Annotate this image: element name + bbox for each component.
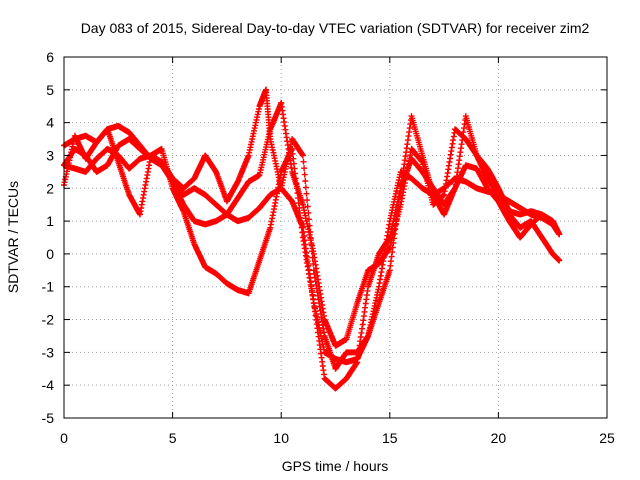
y-axis-label: SDTVAR / TECUs [5,181,21,293]
y-tick-label: -1 [42,279,55,295]
y-tick-label: -3 [42,344,55,360]
axis-ticks [63,56,608,419]
x-tick-label: 25 [599,430,615,446]
x-tick-label: 5 [169,430,177,446]
chart-title: Day 083 of 2015, Sidereal Day-to-day VTE… [81,20,590,36]
x-axis-label: GPS time / hours [282,458,389,474]
y-tick-label: -2 [42,312,55,328]
data-points [61,86,563,392]
y-tick-label: 3 [46,147,54,163]
series-track-8 [245,113,563,366]
x-tick-label: 20 [491,430,507,446]
y-tick-label: 4 [46,115,54,131]
y-tick-label: -4 [42,377,55,393]
x-tick-label: 0 [60,430,68,446]
y-tick-label: 1 [46,213,54,229]
plot-frame [63,56,608,419]
series-markers [245,113,563,366]
x-tick-label: 15 [382,430,398,446]
y-tick-label: 2 [46,180,54,196]
tick-labels: 0 5 10 15 20 25 -5 -4 -3 -2 -1 0 1 2 3 4 5 6 [42,49,615,446]
y-tick-label: 0 [46,246,54,262]
y-tick-label: 6 [46,49,54,65]
x-tick-label: 10 [273,430,289,446]
y-tick-label: -5 [42,410,55,426]
y-tick-label: 5 [46,82,54,98]
